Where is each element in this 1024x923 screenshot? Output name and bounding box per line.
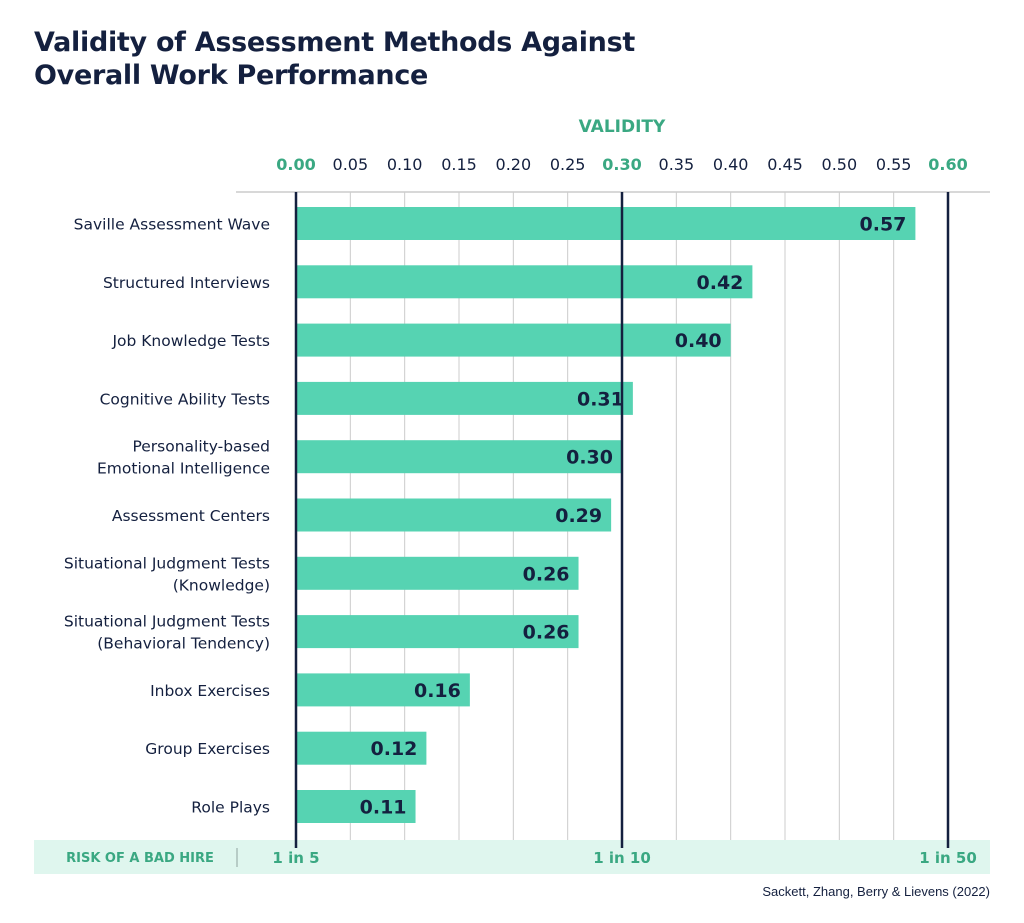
bar: [296, 790, 416, 823]
bar-value-label: 0.42: [697, 272, 744, 294]
validity-bar-chart: VALIDITY 0.00 0.05 0.10 0.15 0.20 0.25 0.30 0.35…: [34, 117, 990, 874]
x-tick-label: 0.05: [333, 155, 369, 174]
risk-marker-label: 1 in 5: [272, 849, 319, 867]
x-tick-label: 0.50: [822, 155, 858, 174]
x-tick-label: 0.40: [713, 155, 749, 174]
category-label: Assessment Centers: [112, 507, 270, 525]
bar-value-label: 0.26: [523, 563, 570, 585]
bar-value-label: 0.26: [523, 622, 570, 644]
bar-value-label: 0.40: [675, 330, 722, 352]
category-label: Personality-based: [132, 438, 270, 456]
category-label: Saville Assessment Wave: [74, 216, 270, 234]
x-tick-label: 0.35: [659, 155, 695, 174]
chart-title: Validity of Assessment Methods Against O…: [34, 26, 635, 92]
category-label: (Behavioral Tendency): [97, 635, 270, 653]
bar: [296, 265, 753, 299]
bar: [296, 498, 612, 532]
bar: [296, 615, 579, 649]
category-label: (Knowledge): [173, 576, 270, 594]
bar-value-label: 0.11: [360, 797, 407, 819]
bar: [296, 440, 622, 474]
risk-marker-label: 1 in 50: [919, 849, 977, 867]
source-citation: Sackett, Zhang, Berry & Lievens (2022): [762, 884, 990, 899]
category-label: Structured Interviews: [103, 274, 270, 292]
x-tick-label: 0.30: [602, 155, 641, 174]
x-tick-label: 0.55: [876, 155, 912, 174]
x-tick-label: 0.10: [387, 155, 423, 174]
risk-label: RISK OF A BAD HIRE: [66, 851, 214, 866]
bar-value-label: 0.12: [371, 738, 418, 760]
bar-value-label: 0.31: [577, 388, 624, 410]
bar: [296, 381, 633, 415]
bar: [296, 323, 731, 357]
chart-title-line-1: Validity of Assessment Methods Against: [34, 27, 635, 58]
x-axis-title: VALIDITY: [579, 117, 666, 137]
category-label: Situational Judgment Tests: [64, 613, 270, 631]
risk-marker-label: 1 in 10: [593, 849, 651, 867]
x-tick-label: 0.25: [550, 155, 586, 174]
category-label: Group Exercises: [145, 740, 270, 758]
category-label: Situational Judgment Tests: [64, 554, 270, 572]
bar: [296, 207, 916, 240]
bar: [296, 731, 427, 765]
bar-value-label: 0.29: [555, 505, 602, 527]
bar: [296, 556, 579, 590]
x-tick-label: 0.15: [441, 155, 477, 174]
bar-value-label: 0.30: [566, 447, 613, 469]
bar-value-label: 0.57: [860, 214, 907, 236]
category-label: Inbox Exercises: [150, 682, 270, 700]
category-label: Role Plays: [191, 799, 270, 817]
x-tick-label: 0.00: [276, 155, 315, 174]
x-tick-label: 0.45: [767, 155, 803, 174]
x-tick-label: 0.60: [928, 155, 967, 174]
x-tick-label: 0.20: [496, 155, 532, 174]
risk-band: [34, 840, 990, 874]
chart-title-line-2: Overall Work Performance: [34, 60, 429, 91]
bar-value-label: 0.16: [414, 680, 461, 702]
category-label: Emotional Intelligence: [97, 460, 270, 478]
bar: [296, 673, 470, 707]
category-label: Cognitive Ability Tests: [100, 390, 270, 408]
category-label: Job Knowledge Tests: [111, 332, 270, 350]
